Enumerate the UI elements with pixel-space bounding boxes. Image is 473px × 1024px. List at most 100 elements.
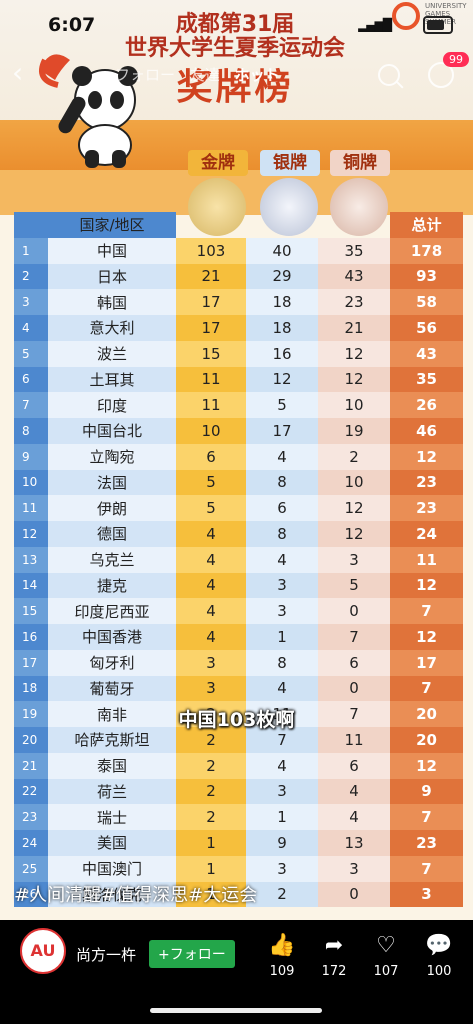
silver-cell: 29 bbox=[246, 263, 318, 290]
rank-cell: 25 bbox=[14, 855, 48, 882]
country-cell: 美国 bbox=[48, 830, 176, 856]
table-row: 18 葡萄牙 3 4 0 7 bbox=[14, 675, 463, 702]
bronze-cell: 10 bbox=[318, 392, 390, 418]
notification-badge: 99 bbox=[443, 52, 469, 67]
battery-icon bbox=[423, 16, 453, 34]
table-row: 22 荷兰 2 3 4 9 bbox=[14, 778, 463, 805]
rank-cell: 19 bbox=[14, 701, 48, 727]
rank-cell: 11 bbox=[14, 495, 48, 521]
rank-cell: 4 bbox=[14, 315, 48, 341]
total-cell: 3 bbox=[390, 881, 463, 908]
poster-title-line1: 成都第31届 bbox=[175, 12, 295, 37]
gold-cell: 3 bbox=[176, 675, 246, 702]
bronze-cell: 7 bbox=[318, 624, 390, 650]
silver-medal-icon bbox=[260, 178, 318, 236]
bronze-medal-icon bbox=[330, 178, 388, 236]
silver-cell: 4 bbox=[246, 675, 318, 702]
signal-icon: ▂▄▆█ bbox=[358, 18, 392, 32]
gold-cell: 4 bbox=[176, 572, 246, 599]
rank-cell: 26 bbox=[14, 881, 48, 908]
silver-cell: 4 bbox=[246, 443, 318, 470]
video-subtitle: 中国103枚啊 bbox=[178, 709, 295, 731]
country-cell: 乌克兰 bbox=[48, 546, 176, 573]
follow-button[interactable]: +フォロー bbox=[149, 940, 235, 968]
gold-cell: 1 bbox=[176, 855, 246, 882]
gold-cell: 103 bbox=[176, 237, 246, 264]
gold-cell: 5 bbox=[176, 469, 246, 496]
table-row: 25 中国澳门 1 3 3 7 bbox=[14, 855, 463, 882]
country-cell: 日本 bbox=[48, 263, 176, 290]
avatar[interactable]: AU bbox=[20, 928, 66, 974]
country-cell: 斯洛伐克 bbox=[48, 881, 176, 908]
like-button[interactable]: 👍 109 bbox=[262, 932, 302, 979]
profile-icon[interactable] bbox=[428, 62, 454, 88]
bronze-cell: 7 bbox=[318, 701, 390, 727]
silver-header: 银牌 bbox=[260, 150, 320, 176]
country-cell: 瑞士 bbox=[48, 804, 176, 830]
top-nav: ‹ フォロー 友達 ホット 99 bbox=[0, 52, 473, 96]
gold-cell: 21 bbox=[176, 263, 246, 290]
tab-following[interactable]: フォロー bbox=[115, 66, 176, 84]
bronze-cell: 0 bbox=[318, 675, 390, 702]
gold-cell: 1 bbox=[176, 830, 246, 856]
hashtags[interactable]: #人间清醒#值得深思#大运会 bbox=[14, 885, 258, 906]
tab-hot[interactable]: ホット bbox=[234, 66, 280, 84]
rank-cell: 24 bbox=[14, 830, 48, 856]
table-row: 9 立陶宛 6 4 2 12 bbox=[14, 443, 463, 470]
table-row: 17 匈牙利 3 8 6 17 bbox=[14, 649, 463, 676]
video-frame[interactable]: 成都第31届 世界大学生夏季运动会 奖牌榜 UNIVERSITY GAMES S… bbox=[0, 0, 473, 920]
total-cell: 7 bbox=[390, 804, 463, 830]
country-cell: 意大利 bbox=[48, 315, 176, 341]
country-cell: 伊朗 bbox=[48, 495, 176, 521]
gold-cell: 11 bbox=[176, 366, 246, 393]
total-cell: 12 bbox=[390, 443, 463, 470]
bronze-cell: 0 bbox=[318, 598, 390, 624]
bronze-cell: 11 bbox=[318, 727, 390, 753]
gold-cell: 4 bbox=[176, 624, 246, 650]
silver-cell: 3 bbox=[246, 855, 318, 882]
country-cell: 德国 bbox=[48, 521, 176, 547]
bronze-cell: 12 bbox=[318, 495, 390, 521]
table-row: 7 印度 11 5 10 26 bbox=[14, 392, 463, 418]
country-cell: 哈萨克斯坦 bbox=[48, 727, 176, 753]
table-row: 1 中国 103 40 35 178 bbox=[14, 237, 463, 264]
tab-friends[interactable]: 友達 bbox=[189, 66, 220, 84]
bronze-cell: 4 bbox=[318, 778, 390, 805]
gold-cell: 2 bbox=[176, 804, 246, 830]
bronze-cell: 12 bbox=[318, 366, 390, 393]
bronze-cell: 21 bbox=[318, 315, 390, 341]
share-arrow-icon: ➦ bbox=[324, 933, 344, 958]
silver-cell: 17 bbox=[246, 418, 318, 444]
table-row: 19 南非 2 11 7 20 bbox=[14, 701, 463, 727]
heart-icon: ♡ bbox=[376, 933, 396, 958]
author-name[interactable]: 尚方一杵 bbox=[76, 946, 137, 964]
comment-button[interactable]: 💬 100 bbox=[419, 932, 459, 979]
country-cell: 韩国 bbox=[48, 289, 176, 315]
rank-cell: 20 bbox=[14, 727, 48, 753]
gold-cell: 5 bbox=[176, 495, 246, 521]
gold-cell: 1 bbox=[176, 881, 246, 908]
rank-cell: 3 bbox=[14, 289, 48, 315]
bronze-cell: 13 bbox=[318, 830, 390, 856]
status-bar: 6:07 ▂▄▆█ bbox=[0, 0, 473, 46]
bronze-cell: 35 bbox=[318, 237, 390, 264]
silver-cell: 3 bbox=[246, 778, 318, 805]
silver-cell: 3 bbox=[246, 598, 318, 624]
table-row: 4 意大利 17 18 21 56 bbox=[14, 315, 463, 341]
favorite-button[interactable]: ♡ 107 bbox=[366, 932, 406, 979]
table-row: 12 德国 4 8 12 24 bbox=[14, 521, 463, 547]
rank-cell: 5 bbox=[14, 340, 48, 367]
table-row: 15 印度尼西亚 4 3 0 7 bbox=[14, 598, 463, 624]
back-icon[interactable]: ‹ bbox=[12, 56, 24, 89]
gold-cell: 2 bbox=[176, 778, 246, 805]
search-icon[interactable] bbox=[378, 64, 400, 86]
silver-cell: 40 bbox=[246, 237, 318, 264]
gold-cell: 11 bbox=[176, 392, 246, 418]
gold-header: 金牌 bbox=[188, 150, 248, 176]
table-row: 24 美国 1 9 13 23 bbox=[14, 830, 463, 856]
share-button[interactable]: ➦ 172 bbox=[314, 932, 354, 979]
rank-cell: 13 bbox=[14, 546, 48, 573]
total-cell: 11 bbox=[390, 546, 463, 573]
country-cell: 匈牙利 bbox=[48, 649, 176, 676]
gold-cell: 3 bbox=[176, 649, 246, 676]
